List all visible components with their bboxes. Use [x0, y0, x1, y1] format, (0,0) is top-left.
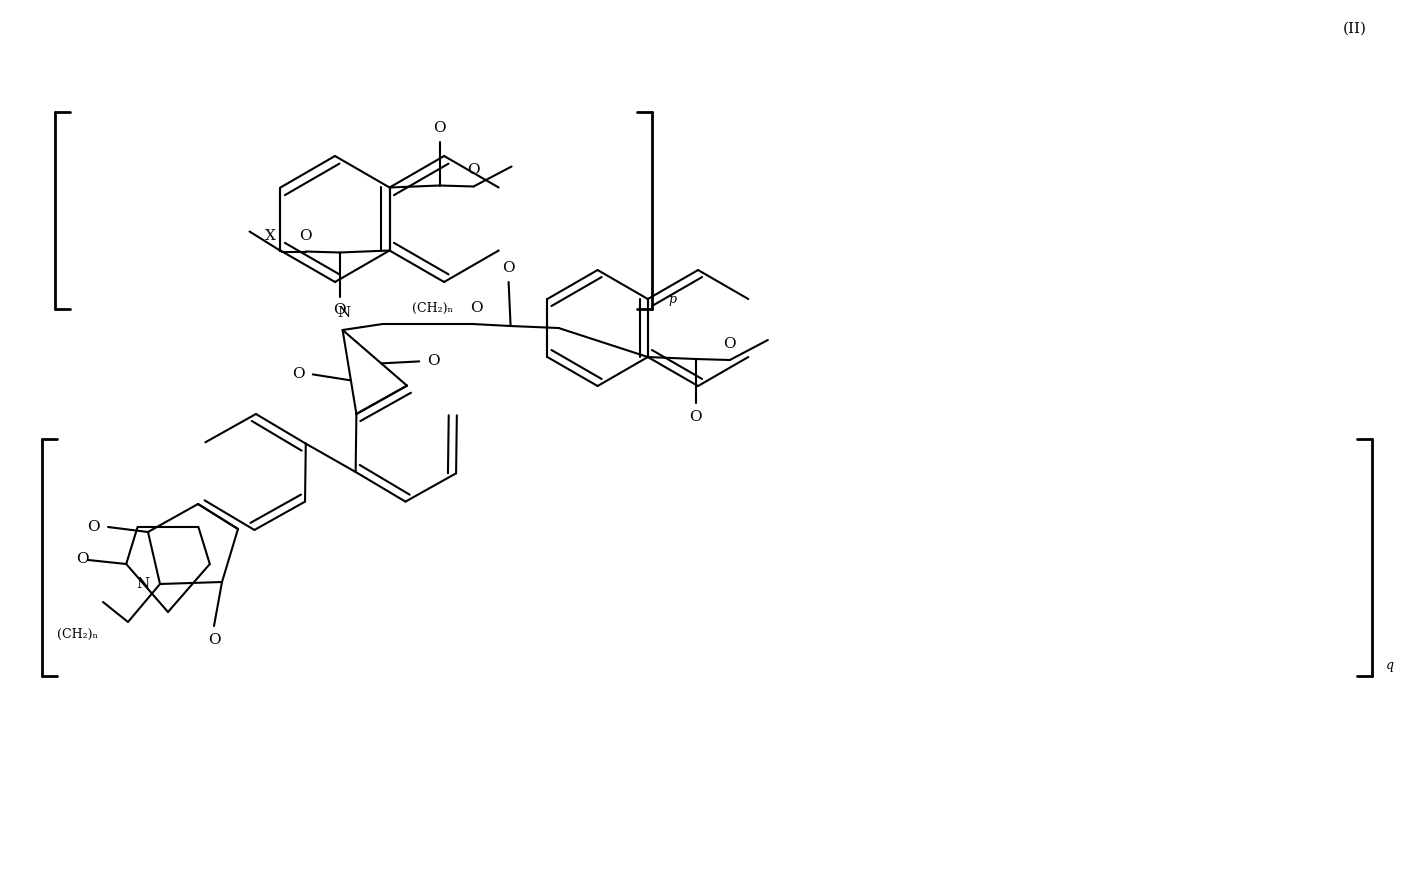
Text: N: N — [137, 577, 150, 591]
Text: O: O — [468, 164, 481, 178]
Text: X: X — [265, 228, 277, 242]
Text: O: O — [471, 301, 483, 315]
Text: O: O — [723, 337, 736, 351]
Text: O: O — [292, 368, 305, 381]
Text: O: O — [426, 354, 439, 369]
Text: O: O — [299, 228, 312, 242]
Text: O: O — [334, 303, 347, 317]
Text: p: p — [667, 293, 676, 306]
Text: O: O — [87, 520, 100, 534]
Text: (CH₂)ₙ: (CH₂)ₙ — [57, 628, 98, 641]
Text: N: N — [337, 306, 351, 320]
Text: (CH₂)ₙ: (CH₂)ₙ — [412, 301, 453, 315]
Text: O: O — [690, 410, 702, 424]
Text: O: O — [208, 633, 220, 647]
Text: O: O — [434, 120, 446, 134]
Text: O: O — [76, 552, 88, 566]
Text: (II): (II) — [1343, 22, 1368, 36]
Text: q: q — [1386, 659, 1395, 673]
Text: O: O — [502, 261, 515, 275]
